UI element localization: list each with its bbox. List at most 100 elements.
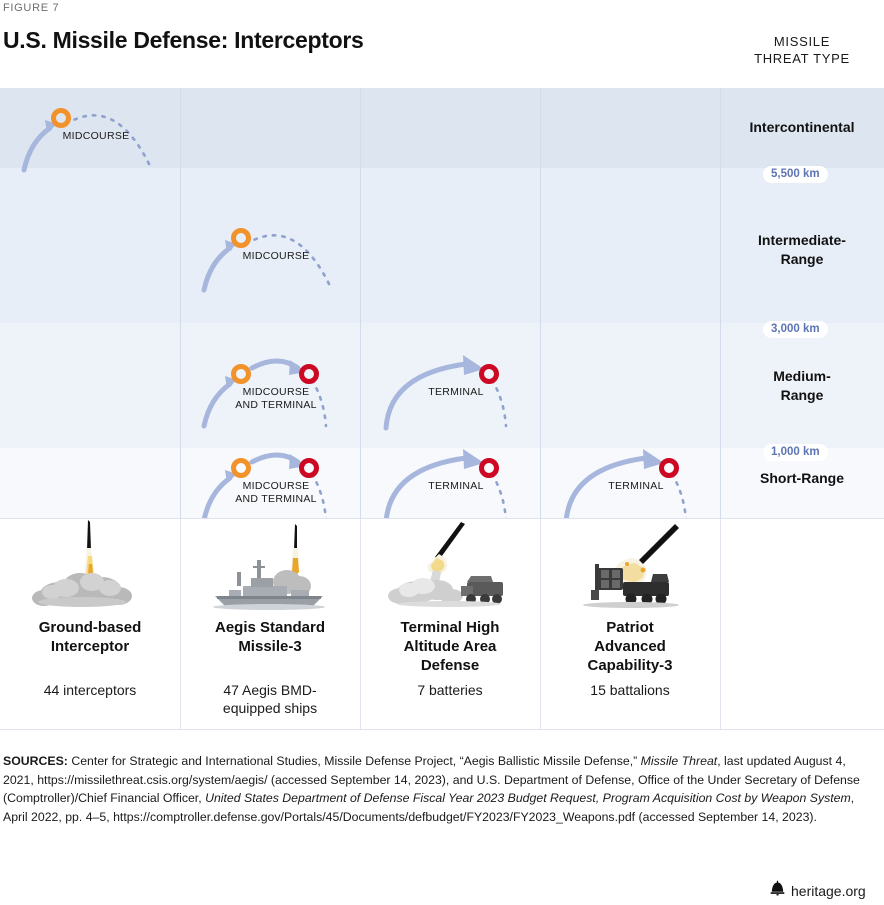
systems-bottom-divider [0,729,884,730]
row-label-line1: Intermediate- [758,232,846,248]
trajectory-label-line1: TERMINAL [428,386,484,398]
system-quantity-line1: 47 Aegis BMD- [223,682,317,698]
trajectory-label: TERMINAL [546,480,726,493]
threat-header-line1: MISSILE [773,34,831,49]
descent-path [64,114,153,170]
trajectory-label-line1: TERMINAL [428,480,484,492]
figure-label: FIGURE 7 [3,2,60,14]
footer-text: heritage.org [791,882,866,899]
sources-part2: , last updated August 4, 2021, https://m… [3,754,860,805]
midcourse-marker-icon [51,108,71,128]
system-column-thaad: Terminal High Altitude Area Defense 7 ba… [360,518,540,730]
threat-header-line2: THREAT TYPE [754,51,850,66]
system-quantity-ground-based-interceptor: 44 interceptors [43,682,137,698]
trajectory-label-line1: MIDCOURSE [242,480,310,492]
grid-row-medium-range [0,323,884,448]
grid-divider-3 [540,88,541,518]
system-name-line1: Terminal High [400,619,500,636]
trajectory-label-line1: MIDCOURSE [242,386,310,398]
system-name-line1: Patriot [606,619,654,636]
trajectory-label: TERMINAL [366,386,546,399]
row-label-line2: Range [780,251,824,267]
trajectory-gbi-intercontinental: MIDCOURSE [6,90,186,200]
range-boundary-3000km: 3,000 km [763,321,828,338]
trajectory-label-line2: AND TERMINAL [235,493,317,505]
range-boundary-5500km: 5,500 km [763,166,828,183]
threat-row-label-intermediate-range: Intermediate- Range [720,231,884,269]
system-name-patriot-pac3: Patriot Advanced Capability-3 [546,618,714,675]
intercept-arrow-shaft [383,361,469,431]
system-name-aegis-standard-missile-3: Aegis Standard Missile-3 [186,618,354,656]
sources-italic1: Missile Threat [640,754,718,768]
page-title: U.S. Missile Defense: Interceptors [3,27,364,53]
system-name-line2: Interceptor [50,638,130,655]
system-name-line1: Aegis Standard [214,619,326,636]
midcourse-marker-icon [231,228,251,248]
trajectory-label: MIDCOURSE AND TERMINAL [186,480,366,506]
system-name-ground-based-interceptor: Ground-based Interceptor [6,618,174,656]
intercept-arrow-head [463,355,484,375]
trajectory-thaad-medium: TERMINAL [366,346,546,456]
trajectory-sm3-short: MIDCOURSE AND TERMINAL [186,440,366,550]
trajectory-pac3-short: TERMINAL [546,440,726,550]
threat-row-label-short-range: Short-Range [760,470,844,486]
trajectory-label-line2: AND TERMINAL [235,399,317,411]
terminal-marker-icon [479,364,499,384]
missile-threat-type-header: MISSILE THREAT TYPE [720,33,884,67]
terminal-marker-icon [299,458,319,478]
range-boundary-1000km: 1,000 km [763,444,828,461]
system-name-line3: Defense [420,657,480,674]
system-name-line2: Advanced [594,638,666,655]
liberty-bell-icon [770,880,785,901]
sources-italic2: United States Department of Defense Fisc… [205,791,851,805]
grid-divider-4 [720,88,721,518]
system-quantity-thaad: 7 batteries [417,682,483,698]
systems-divider-3 [540,518,541,730]
system-column-aegis-standard-missile-3: Aegis Standard Missile-3 47 Aegis BMD- e… [180,518,360,730]
sources-label: SOURCES: [3,754,68,768]
trajectory-sm3-intermediate: MIDCOURSE [186,210,366,320]
trajectory-thaad-short: TERMINAL [366,440,546,550]
sources-part1: Center for Strategic and International S… [67,754,641,768]
row-label-line2: Range [780,387,824,403]
sources-part3: , April 2022, pp. 4–5, https://comptroll… [3,791,855,824]
systems-divider-4 [720,518,721,730]
intercept-arrow-head [643,449,664,469]
terminal-marker-icon [479,458,499,478]
trajectory-label-line1: MIDCOURSE [62,130,130,142]
trajectory-label-line1: MIDCOURSE [242,250,310,262]
grid-divider-2 [360,88,361,518]
system-name-line2: Altitude Area [403,638,497,655]
sources-note: SOURCES: Center for Strategic and Intern… [3,752,879,826]
systems-top-divider [0,518,884,519]
patriot-launcher-icon [540,520,720,615]
system-name-line3: Capability-3 [587,657,673,674]
midcourse-marker-icon [231,364,251,384]
descent-path [244,234,333,290]
trajectory-label-line1: TERMINAL [608,480,664,492]
trajectory-label: TERMINAL [366,480,546,493]
terminal-marker-icon [659,458,679,478]
grid-row-short-range [0,448,884,518]
threat-coverage-grid: MIDCOURSE MIDCOURSE [0,88,884,525]
intercept-arrow-head [463,449,484,469]
threat-row-label-intercontinental: Intercontinental [749,119,855,135]
midcourse-marker-icon [231,458,251,478]
system-name-line2: Missile-3 [238,638,302,655]
interceptor-systems-panel: Ground-based Interceptor 44 interceptors [0,518,884,730]
intercept-arrow-shaft [563,455,649,525]
systems-divider-2 [360,518,361,730]
system-name-thaad: Terminal High Altitude Area Defense [366,618,534,675]
navy-ship-icon [180,520,360,615]
trajectory-label: MIDCOURSE [6,130,186,143]
intercept-arrow-shaft [383,455,469,525]
footer-branding: heritage.org [770,880,866,901]
system-column-patriot-pac3: Patriot Advanced Capability-3 15 battali… [540,518,720,730]
thaad-launcher-icon [360,520,540,615]
system-quantity-line2: equipped ships [222,700,318,716]
row-label-line1: Medium- [773,368,831,384]
terminal-marker-icon [299,364,319,384]
grid-row-intermediate-range [0,168,884,323]
threat-row-label-medium-range: Medium- Range [720,367,884,405]
